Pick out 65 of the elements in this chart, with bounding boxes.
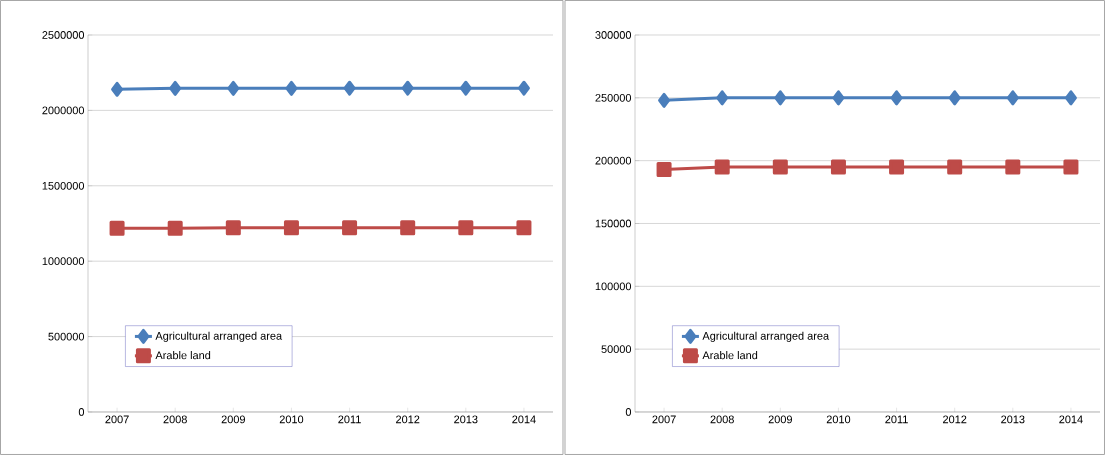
point (830, 159, 846, 175)
point (343, 80, 356, 96)
point (400, 220, 416, 236)
y-tick-label: 0 (78, 408, 85, 416)
x-tick-label: 2007 (105, 415, 129, 424)
point (889, 159, 905, 175)
x-tick-label: 2012 (943, 415, 967, 424)
point (227, 80, 240, 96)
point (401, 80, 414, 96)
x-tick-label: 2008 (163, 415, 187, 424)
point (948, 90, 961, 106)
y-tick-label: 300000 (595, 31, 632, 39)
point (832, 90, 845, 106)
y-tick-label: 500000 (48, 332, 85, 341)
point (1064, 90, 1077, 106)
x-tick-label: 2011 (338, 415, 361, 424)
x-tick-label: 2013 (1001, 415, 1025, 424)
point (716, 90, 729, 106)
point (109, 220, 125, 236)
point (890, 90, 903, 106)
x-tick-label: 2014 (512, 415, 536, 424)
point (225, 220, 241, 236)
x-tick-label: 2011 (885, 415, 908, 424)
x-tick-label: 2010 (279, 415, 304, 424)
point (285, 80, 298, 96)
point (774, 90, 787, 106)
y-tick-label: 2500000 (42, 31, 85, 39)
point (947, 159, 963, 175)
x-tick-label: 2013 (454, 415, 478, 424)
x-tick-label: 2010 (826, 415, 851, 424)
legend-label: Arable land (702, 351, 758, 360)
point (342, 220, 358, 236)
x-tick-label: 2009 (221, 415, 245, 424)
point (1005, 159, 1021, 175)
y-tick-label: 1500000 (42, 181, 85, 190)
x-tick-label: 2008 (710, 415, 734, 424)
point (111, 81, 124, 97)
y-tick-label: 50000 (601, 345, 632, 354)
legend-label: Arable land (155, 351, 211, 360)
point (516, 220, 532, 236)
point (1063, 159, 1079, 175)
y-tick-label: 150000 (595, 219, 632, 228)
legend-label: Agricultural arranged area (702, 331, 830, 342)
y-tick-label: 250000 (595, 93, 632, 102)
point (169, 80, 182, 96)
point (1006, 90, 1019, 106)
point (714, 159, 730, 175)
point (517, 80, 530, 96)
x-tick-label: 2009 (768, 415, 792, 424)
point (656, 161, 672, 177)
x-tick-label: 2014 (1059, 415, 1083, 424)
point (459, 80, 472, 96)
point (167, 220, 183, 236)
y-tick-label: 1000000 (42, 257, 85, 266)
point (283, 220, 299, 236)
x-tick-label: 2007 (652, 415, 676, 424)
y-tick-label: 0 (625, 408, 632, 416)
point (772, 159, 788, 175)
y-tick-label: 200000 (595, 156, 632, 165)
y-tick-label: 100000 (595, 282, 632, 291)
point (458, 220, 474, 236)
y-tick-label: 2000000 (42, 106, 85, 115)
legend-label: Agricultural arranged area (155, 331, 283, 342)
point (658, 92, 671, 108)
x-tick-label: 2012 (396, 415, 420, 424)
